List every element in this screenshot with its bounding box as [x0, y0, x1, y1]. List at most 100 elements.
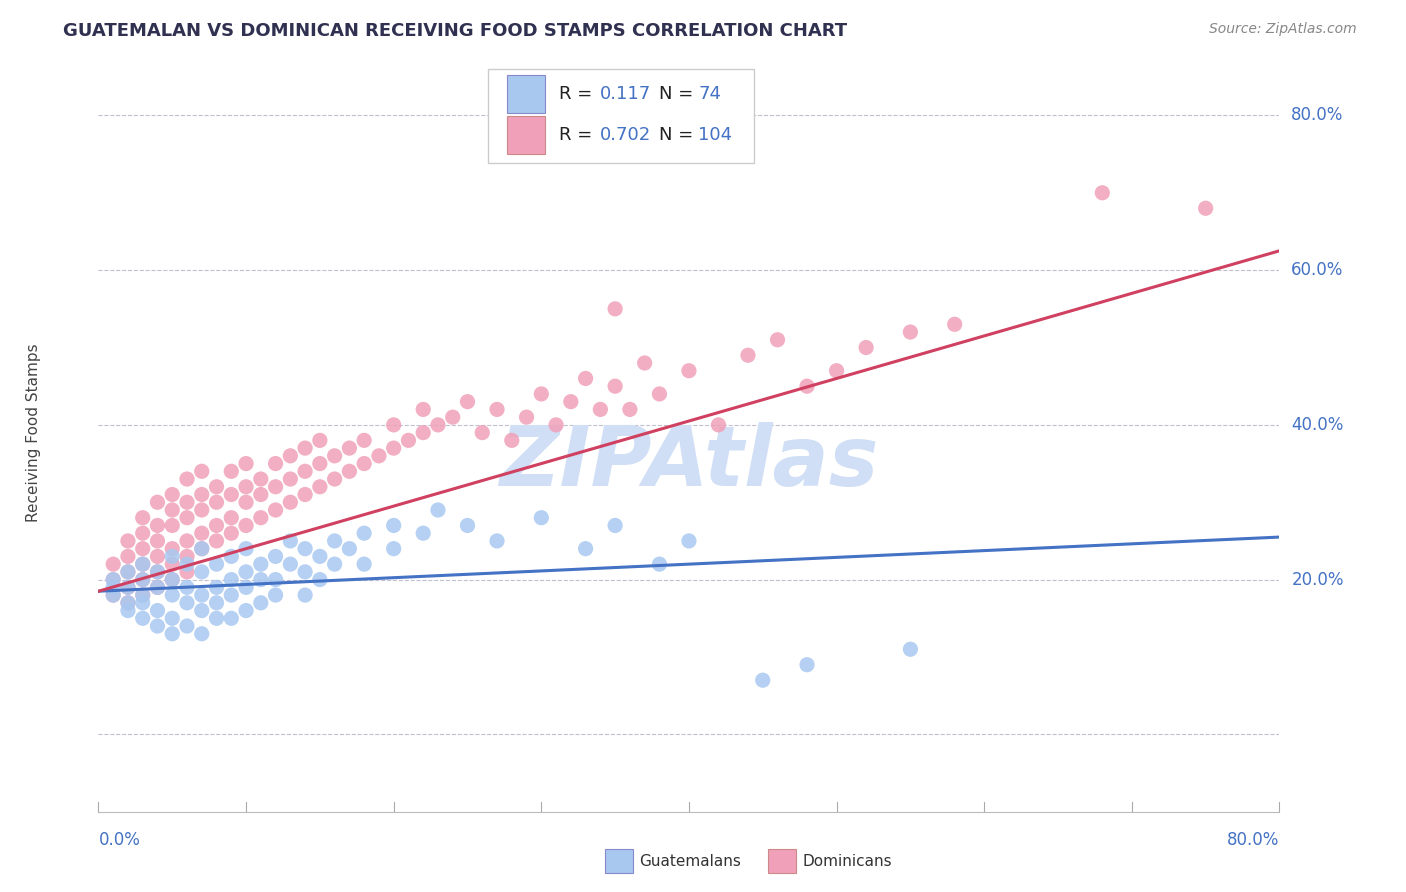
Point [205, 580, 228, 594]
Point [162, 573, 183, 587]
Point [353, 434, 375, 448]
FancyBboxPatch shape [768, 849, 796, 873]
Point [103, 580, 125, 594]
Point [117, 580, 139, 594]
Point [132, 573, 155, 587]
Point [427, 417, 450, 432]
Point [103, 573, 125, 587]
Text: 20.0%: 20.0% [1291, 571, 1344, 589]
Point [117, 549, 139, 564]
Point [117, 533, 139, 548]
Point [235, 495, 257, 509]
Point [176, 472, 198, 486]
Point [309, 434, 332, 448]
Point [501, 434, 523, 448]
Point [221, 611, 243, 625]
Point [353, 557, 375, 571]
Point [280, 557, 302, 571]
Point [221, 588, 243, 602]
Point [530, 510, 553, 524]
Point [441, 410, 464, 425]
Point [264, 573, 287, 587]
Point [294, 464, 316, 478]
Point [796, 657, 818, 672]
Point [264, 457, 287, 471]
Point [221, 487, 243, 501]
Point [176, 510, 198, 524]
FancyBboxPatch shape [508, 116, 546, 153]
Point [605, 518, 627, 533]
Point [427, 503, 450, 517]
Point [560, 394, 582, 409]
Point [280, 495, 302, 509]
Point [191, 541, 214, 556]
Point [250, 557, 273, 571]
Text: 0.702: 0.702 [600, 126, 651, 144]
Point [162, 557, 183, 571]
Point [132, 573, 155, 587]
Point [162, 588, 183, 602]
Point [575, 541, 598, 556]
Point [264, 503, 287, 517]
Point [176, 549, 198, 564]
Text: 80.0%: 80.0% [1227, 831, 1279, 849]
Point [221, 510, 243, 524]
Point [486, 147, 509, 161]
Point [117, 603, 139, 617]
Point [191, 526, 214, 541]
Point [294, 541, 316, 556]
Point [205, 611, 228, 625]
Point [368, 449, 391, 463]
Point [191, 565, 214, 579]
Point [205, 518, 228, 533]
Point [382, 518, 405, 533]
Point [117, 565, 139, 579]
Point [457, 518, 479, 533]
Point [280, 472, 302, 486]
Point [678, 533, 700, 548]
Point [1195, 201, 1218, 215]
Point [191, 603, 214, 617]
FancyBboxPatch shape [508, 75, 546, 112]
Point [264, 480, 287, 494]
Point [486, 402, 509, 417]
Text: 40.0%: 40.0% [1291, 416, 1344, 434]
Point [309, 480, 332, 494]
Point [250, 510, 273, 524]
Point [235, 541, 257, 556]
Point [323, 472, 346, 486]
Text: Receiving Food Stamps: Receiving Food Stamps [25, 343, 41, 522]
Point [589, 402, 612, 417]
Point [176, 495, 198, 509]
Point [146, 580, 169, 594]
Point [146, 533, 169, 548]
Point [250, 472, 273, 486]
Point [280, 449, 302, 463]
Point [221, 573, 243, 587]
Point [191, 464, 214, 478]
Point [221, 464, 243, 478]
Point [339, 541, 361, 556]
Point [176, 580, 198, 594]
Point [221, 549, 243, 564]
Point [146, 549, 169, 564]
Text: N =: N = [659, 126, 699, 144]
Point [146, 603, 169, 617]
Point [339, 441, 361, 455]
Point [205, 495, 228, 509]
Text: 104: 104 [699, 126, 733, 144]
Point [117, 580, 139, 594]
Point [132, 588, 155, 602]
Point [162, 487, 183, 501]
Point [752, 673, 775, 688]
Point [205, 557, 228, 571]
FancyBboxPatch shape [488, 69, 754, 163]
Point [235, 457, 257, 471]
Point [530, 387, 553, 401]
Point [294, 487, 316, 501]
Point [176, 565, 198, 579]
Point [943, 318, 966, 332]
Point [900, 642, 922, 657]
Point [146, 580, 169, 594]
Point [648, 387, 671, 401]
